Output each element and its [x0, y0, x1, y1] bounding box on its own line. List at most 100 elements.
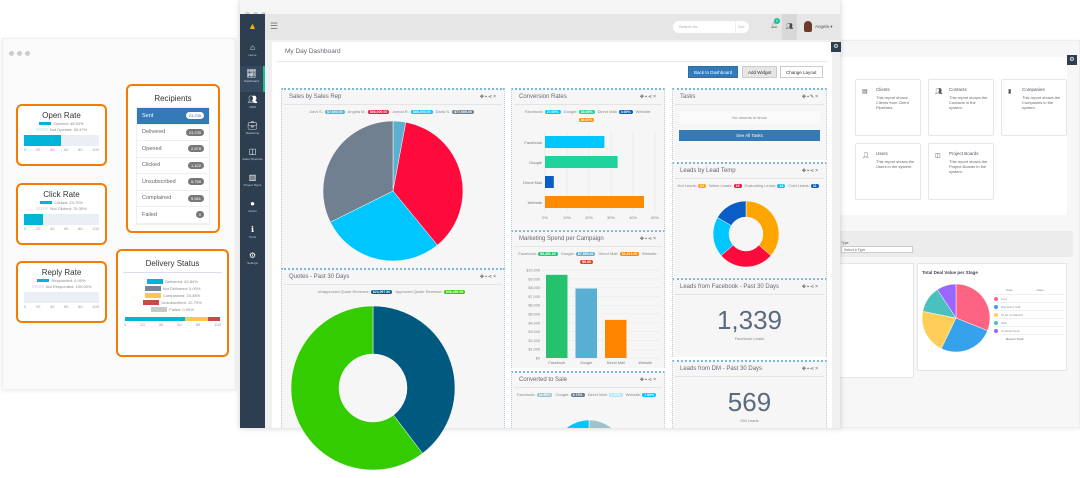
bar-google[interactable] [575, 288, 598, 358]
table-row[interactable]: Lost [994, 295, 1064, 303]
bar-direct-mail[interactable] [605, 319, 627, 358]
settings-toggle-icon[interactable]: ⚙ [831, 42, 841, 52]
legend-item: Complained: 24.38% [118, 293, 227, 298]
table-row[interactable]: Discovery Call [994, 303, 1064, 311]
legend-item: John S.: $7,000.00 [309, 109, 345, 114]
users-icon[interactable]: 👥︎ [782, 14, 797, 40]
search-input[interactable]: Search for... [673, 21, 735, 33]
legend-name: Hot Leads [677, 183, 696, 188]
report-title: Companies [1022, 87, 1045, 92]
sales-slice-angela-m.[interactable] [392, 121, 464, 246]
delivery-segment [184, 317, 208, 321]
sales-slice-darla-s.[interactable] [322, 120, 394, 223]
sidebar-item-home[interactable]: ⌂ Home [240, 40, 265, 66]
nav-label: Project Mgmt [243, 183, 262, 187]
bell-icon[interactable]: 🔔︎ [770, 23, 778, 29]
widget-controls-icon[interactable]: ✥▪⋖× [639, 236, 657, 242]
sidebar-item-settings[interactable]: ⚙ Settings [240, 248, 265, 274]
row-label: Opened [142, 145, 162, 152]
lead-temp-slice-cold-leads[interactable] [717, 200, 747, 226]
change-layout-button[interactable]: Change Layout [780, 66, 823, 78]
recipient-row-clicked[interactable]: Clicked 1,422 [137, 158, 209, 174]
facebook-leads-caption: Facebook Leads [734, 336, 765, 341]
deal-slice-contract-sent[interactable] [936, 283, 957, 319]
nav-icon: ▥ [248, 173, 257, 182]
legend-item: Failed: 0.00% [118, 307, 227, 312]
nav-label: Admin [248, 209, 257, 213]
report-card-clients[interactable]: ▤ Clients This report shows Clients from C… [855, 79, 921, 136]
search-go-button[interactable]: Go! [735, 21, 749, 33]
legend-swatch [144, 293, 161, 298]
widget-title: Conversion Rates [519, 94, 567, 100]
bar-facebook[interactable] [545, 136, 605, 148]
open-rate-card: Open Rate Opened: 49.53% Not Opened: 50.… [16, 104, 107, 166]
y-tick-label: $4,000 [528, 321, 540, 325]
table-row[interactable]: To be Contacted [994, 311, 1064, 319]
sidebar-item-marketing[interactable]: 💼︎ Marketing [240, 118, 265, 144]
sidebar-item-tools[interactable]: ℹ Tools [240, 222, 265, 248]
widget-controls-icon[interactable]: ✥▪⋖× [479, 94, 497, 100]
col-header: Data [1006, 288, 1013, 292]
report-icon: ▮ [1008, 89, 1012, 95]
widget-controls-icon[interactable]: ✥▪⋖× [801, 168, 819, 174]
value-badge: 24 [697, 184, 706, 188]
legend-not-clicked: Not Clicked: 75.30% [18, 206, 105, 211]
widget-controls-icon[interactable]: ✥▪⋖× [801, 284, 819, 290]
sidebar-item-crm[interactable]: 👥︎ CRM [240, 92, 265, 118]
bar-facebook[interactable] [546, 274, 568, 358]
sidebar-item-admin[interactable]: ● Admin [240, 196, 265, 222]
bar-google[interactable] [545, 156, 618, 168]
sidebar-item-sales-pipelines[interactable]: ◫ Sales Pipelines [240, 144, 265, 170]
page-title: My Day Dashboard [277, 42, 827, 62]
y-tick-label: Website [528, 200, 543, 205]
lead-temp-slice-hot-leads[interactable] [745, 200, 780, 256]
converted-slice-website[interactable] [554, 419, 590, 428]
x-tick-label: Website [638, 361, 652, 365]
see-all-tasks-button[interactable]: See All Tasks [679, 130, 820, 141]
avatar[interactable] [804, 21, 812, 32]
value-badge: $36,469.09 [443, 290, 466, 294]
recipient-row-delivered[interactable]: Delivered 23,235 [137, 125, 209, 141]
sidebar-item-dashboard[interactable]: 📈︎ Dashboard [240, 66, 265, 92]
back-to-dashboard-button[interactable]: Back to Dashboard [688, 66, 739, 78]
table-row[interactable]: Contract Sent [994, 327, 1064, 335]
sales-pie-chart [322, 120, 464, 262]
recipient-row-unsubscribed[interactable]: Unsubscribed 5,768 [137, 174, 209, 191]
report-card-users[interactable]: 👤︎ Users This report shows the Users in th… [855, 143, 921, 200]
user-menu[interactable]: Angela ▾ [815, 24, 833, 29]
widget-controls-icon[interactable]: ✥▪⋖× [639, 94, 657, 100]
sales-slice-jarrod-r.[interactable] [330, 190, 438, 262]
report-card-contacts[interactable]: 👥︎ Contacts This report shows the Contacts… [928, 79, 994, 136]
sidebar-item-project-mgmt[interactable]: ▥ Project Mgmt [240, 170, 265, 196]
color-dot [994, 296, 998, 301]
converted-slice-facebook[interactable] [586, 419, 625, 428]
stage-name: Won [1001, 320, 1008, 325]
widget-converted-to-sale: Converted to Sale ✥▪⋖× Facebook: 18.58% Go… [511, 371, 665, 428]
y-tick-label: $2,000 [528, 339, 540, 343]
recipient-row-failed[interactable]: Failed 0 [137, 207, 209, 224]
legend-name: Direct Mail [597, 109, 617, 114]
widget-controls-icon[interactable]: ✥▪⋖× [479, 274, 497, 280]
report-card-companies[interactable]: ▮ Companies This report shows the Companie… [1001, 79, 1067, 136]
legend: Facebook: 18.58% Google: 8.73% Direct Mail… [512, 391, 664, 399]
recipient-row-complained[interactable]: Complained 5,661 [137, 191, 209, 207]
widget-controls-icon[interactable]: ✥▪⋖× [639, 377, 657, 383]
recipient-row-opened[interactable]: Opened 2,878 [137, 141, 209, 158]
table-header: Data Value [994, 288, 1064, 295]
report-card-project-boards[interactable]: ◫ Project Boards This report shows the Pro… [928, 143, 994, 200]
widget-controls-icon[interactable]: ✥▪⋖× [801, 366, 819, 372]
nav-label: Tools [248, 235, 256, 239]
bar-direct-mail[interactable] [545, 176, 554, 188]
table-row[interactable]: Won [994, 319, 1064, 327]
value-badge: $7,000.00 [325, 110, 345, 114]
add-widget-button[interactable]: Add Widget [742, 66, 778, 78]
legend-name: Google [555, 392, 569, 397]
legend-item: Approved Quote Revenue: $36,469.09 [395, 289, 466, 294]
bar-website[interactable] [545, 196, 644, 208]
widget-controls-icon[interactable]: ✥▪✎× [801, 94, 819, 100]
legend-text: Not Responded: 100.00% [45, 284, 92, 289]
type-select[interactable]: Select a Type [841, 246, 913, 253]
recipient-row-sent[interactable]: Sent 23,235 [137, 108, 209, 125]
menu-icon[interactable]: ☰ [270, 21, 279, 31]
settings-toggle-icon[interactable]: ⚙ [1067, 55, 1077, 65]
